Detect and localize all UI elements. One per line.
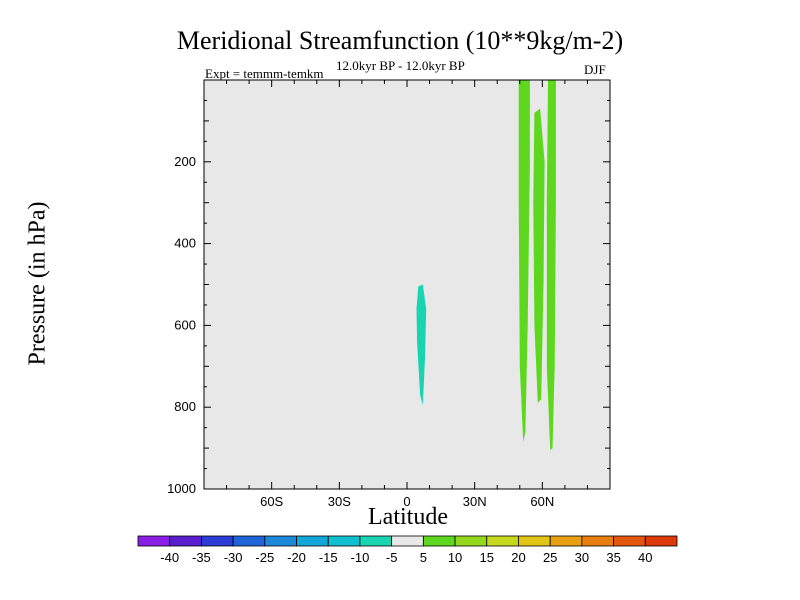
x-tick-label: 0 xyxy=(403,494,410,509)
colorbar-label: -20 xyxy=(287,550,306,565)
colorbar-label: -15 xyxy=(319,550,338,565)
colorbar-swatch xyxy=(486,535,519,547)
colorbar-label: -25 xyxy=(255,550,274,565)
chart-title: Meridional Streamfunction (10**9kg/m-2) xyxy=(176,26,624,55)
contour-negative-cell xyxy=(416,284,427,406)
colorbar-swatch xyxy=(581,535,614,547)
chart-subtitle: 12.0kyr BP - 12.0kyr BP xyxy=(336,58,465,73)
y-tick-label: 400 xyxy=(174,236,196,251)
colorbar-swatch xyxy=(613,535,646,547)
colorbar-swatch xyxy=(549,535,583,547)
x-tick-label: 60N xyxy=(530,494,554,509)
y-tick-label: 600 xyxy=(174,317,196,332)
colorbar-label: -30 xyxy=(224,550,243,565)
colorbar-label: 15 xyxy=(480,550,494,565)
colorbar-label: 5 xyxy=(420,550,427,565)
colorbar-label: -40 xyxy=(160,550,179,565)
colorbar-label: 30 xyxy=(575,550,589,565)
contour-positive-cell-b xyxy=(533,108,545,404)
colorbar-swatch xyxy=(644,535,678,547)
x-axis-label: Latitude xyxy=(368,504,448,530)
colorbar-label: 20 xyxy=(511,550,525,565)
colorbar-swatch xyxy=(201,535,234,547)
colorbar-label: 10 xyxy=(448,550,462,565)
y-tick-label: 800 xyxy=(174,399,196,414)
colorbar-label: 40 xyxy=(638,550,652,565)
colorbar-label: 35 xyxy=(606,550,620,565)
x-tick-label: 60S xyxy=(260,494,283,509)
colorbar-label: -5 xyxy=(386,550,398,565)
contour-positive-cell-a xyxy=(518,80,530,442)
colorbar-swatch xyxy=(296,535,329,547)
colorbar-label: 25 xyxy=(543,550,557,565)
colorbar-swatch xyxy=(327,535,361,547)
colorbar-swatch xyxy=(518,535,551,547)
x-tick-label: 30N xyxy=(463,494,487,509)
colorbar-swatch xyxy=(232,535,266,547)
colorbar-swatch xyxy=(264,535,297,547)
y-tick-label: 1000 xyxy=(167,481,196,496)
y-axis-label: Pressure (in hPa) xyxy=(24,201,51,366)
colorbar-label: -10 xyxy=(351,550,370,565)
x-tick-label: 30S xyxy=(328,494,351,509)
colorbar-label: -35 xyxy=(192,550,211,565)
colorbar-swatch xyxy=(422,535,456,547)
colorbar-swatch xyxy=(359,535,393,547)
colorbar-swatch xyxy=(169,535,202,547)
contour-positive-cell-c xyxy=(546,80,556,451)
y-tick-label: 200 xyxy=(174,154,196,169)
season-label: DJF xyxy=(584,62,606,77)
experiment-label: Expt = temmm-temkm xyxy=(205,66,324,81)
colorbar-swatch xyxy=(454,535,488,547)
colorbar-swatch xyxy=(391,535,424,547)
colorbar-swatch xyxy=(137,535,171,547)
